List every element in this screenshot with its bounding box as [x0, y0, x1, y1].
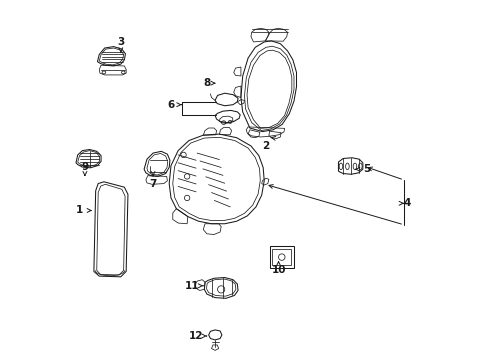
Text: 1: 1 [76, 206, 83, 216]
Text: 9: 9 [81, 162, 88, 172]
Text: 8: 8 [203, 78, 210, 88]
Text: 5: 5 [362, 164, 369, 174]
Bar [269, 246, 293, 268]
Text: 7: 7 [149, 179, 157, 189]
Text: 12: 12 [188, 331, 203, 341]
Text: 4: 4 [403, 198, 410, 208]
Text: 2: 2 [262, 141, 269, 151]
Text: 6: 6 [167, 100, 174, 110]
Text: 10: 10 [271, 265, 285, 275]
Text: 3: 3 [117, 37, 124, 47]
Bar [272, 249, 290, 265]
Text: 11: 11 [185, 281, 199, 291]
